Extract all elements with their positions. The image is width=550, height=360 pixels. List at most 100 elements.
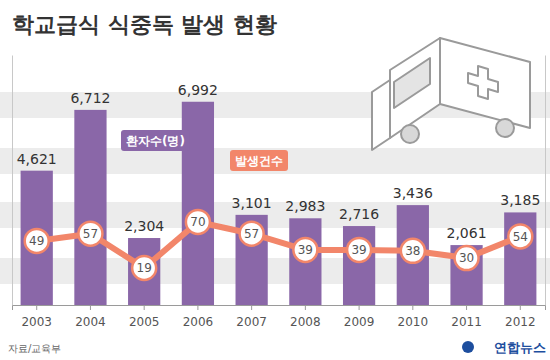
line-label: 54 xyxy=(513,230,528,244)
x-tick: 2012 xyxy=(505,305,536,329)
x-tick-mark xyxy=(466,305,467,310)
line xyxy=(37,222,521,268)
y2-axis xyxy=(545,56,546,306)
credit-text: 연합뉴스 xyxy=(494,340,546,355)
x-tick: 2011 xyxy=(451,305,482,329)
bar-label: 2,716 xyxy=(339,206,379,222)
line-marker xyxy=(347,238,371,262)
line-label: 30 xyxy=(459,251,474,265)
bars xyxy=(21,102,537,305)
x-axis-line xyxy=(13,306,546,311)
line-markers xyxy=(25,210,533,280)
line-label: 38 xyxy=(405,244,420,258)
line-label: 19 xyxy=(137,261,152,275)
legend-item: 발생건수 xyxy=(230,150,288,171)
x-tick-label: 2009 xyxy=(344,315,375,329)
bar xyxy=(343,226,375,305)
legend-label: 환자수(명) xyxy=(126,134,185,148)
bar xyxy=(236,215,268,305)
y2-axis-line xyxy=(545,56,546,306)
line-label: 39 xyxy=(298,243,313,257)
x-tick: 2010 xyxy=(398,305,429,329)
marks xyxy=(21,102,537,305)
bar xyxy=(450,245,482,305)
x-tick-label: 2010 xyxy=(398,315,429,329)
x-tick-label: 2011 xyxy=(451,315,482,329)
ambulance-window xyxy=(394,58,430,108)
line-label: 49 xyxy=(29,234,44,248)
x-tick-mark xyxy=(251,305,252,310)
legend-label: 발생건수 xyxy=(235,154,283,168)
credit: 연합뉴스 xyxy=(462,340,546,355)
bar-label: 4,621 xyxy=(17,151,57,167)
x-tick-label: 2008 xyxy=(290,315,321,329)
bar xyxy=(128,238,160,305)
credit-logo xyxy=(462,341,474,353)
line-marker xyxy=(508,224,532,248)
bar-label: 6,712 xyxy=(70,90,110,106)
line-marker xyxy=(293,238,317,262)
x-tick-mark xyxy=(520,305,521,310)
bar-label: 3,436 xyxy=(393,185,433,201)
x-tick-mark xyxy=(36,305,37,310)
line-marker xyxy=(186,210,210,234)
line-marker xyxy=(78,222,102,246)
data-labels: 4,621 6,712 2,304 6,992 3,101 2,983 2,716 3,436… xyxy=(17,82,541,276)
x-tick-label: 2012 xyxy=(505,315,536,329)
source: 자료/교육부 xyxy=(8,343,61,354)
ambulance-icon xyxy=(372,38,530,150)
x-tick-mark xyxy=(144,305,145,310)
y-axis xyxy=(12,56,13,306)
x-tick-label: 2004 xyxy=(75,315,106,329)
x-tick-mark xyxy=(305,305,306,310)
bar-label: 3,185 xyxy=(500,192,540,208)
x-tick: 2005 xyxy=(129,305,160,329)
x-tick-label: 2003 xyxy=(21,315,52,329)
x-tick: 2009 xyxy=(344,305,375,329)
line-marker xyxy=(401,239,425,263)
bar xyxy=(397,205,429,305)
x-tick-label: 2005 xyxy=(129,315,160,329)
legend-box xyxy=(121,130,190,151)
line-label: 57 xyxy=(83,227,98,241)
chart: 학교급식 식중독 발생 현황20032004200520062007200820… xyxy=(0,0,550,360)
bar-label: 3,101 xyxy=(232,195,272,211)
x-tick-label: 2006 xyxy=(183,315,214,329)
bar-label: 2,061 xyxy=(447,225,487,241)
ambulance-cross xyxy=(468,66,498,99)
line-marker xyxy=(132,256,156,280)
bar xyxy=(21,171,53,305)
x-tick-mark xyxy=(197,305,198,310)
x-tick-mark xyxy=(90,305,91,310)
x-tick: 2004 xyxy=(75,305,106,329)
x-tick-mark xyxy=(412,305,413,310)
bar xyxy=(289,218,321,305)
x-tick: 2003 xyxy=(21,305,52,329)
legend: 환자수(명) 발생건수 xyxy=(121,130,288,171)
line-marker xyxy=(240,222,264,246)
x-axis: 2003 2004 2005 2006 2007 2008 2009 2010 2011 2012 xyxy=(13,305,546,329)
ambulance-wheel xyxy=(496,119,514,137)
bar-label: 2,304 xyxy=(124,218,164,234)
ambulance-body xyxy=(440,38,530,128)
line-marker xyxy=(25,229,49,253)
title: 학교급식 식중독 발생 현황 xyxy=(12,12,277,37)
line-label: 57 xyxy=(244,227,259,241)
x-tick: 2008 xyxy=(290,305,321,329)
line-label: 39 xyxy=(351,243,366,257)
x-tick-mark xyxy=(359,305,360,310)
y-axis-line xyxy=(12,56,13,306)
ambulance-side xyxy=(390,38,440,138)
x-tick: 2007 xyxy=(236,305,267,329)
bar xyxy=(74,110,106,305)
line-marker xyxy=(455,246,479,270)
x-tick-label: 2007 xyxy=(236,315,267,329)
legend-item: 환자수(명) xyxy=(121,130,190,151)
bar-label: 2,983 xyxy=(285,198,325,214)
ambulance-wheel xyxy=(401,125,419,143)
x-tick: 2006 xyxy=(183,305,214,329)
bar-label: 6,992 xyxy=(178,82,218,98)
bar xyxy=(504,212,536,305)
legend-box xyxy=(230,150,288,171)
line-label: 70 xyxy=(190,215,205,229)
